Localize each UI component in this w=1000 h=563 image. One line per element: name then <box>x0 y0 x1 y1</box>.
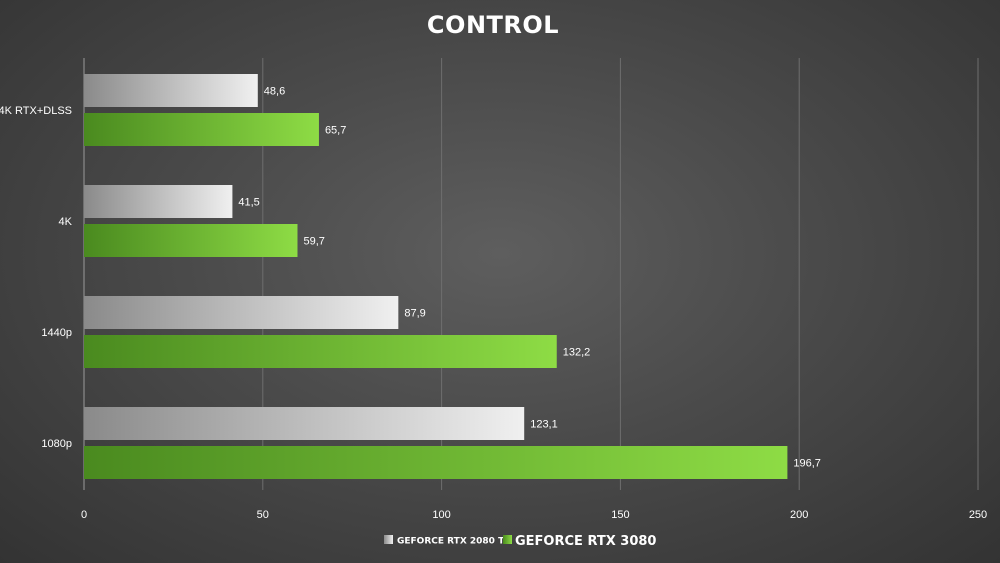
category-label: 1080p <box>41 438 72 450</box>
legend: GEFORCE RTX 2080 TI GEFORCE RTX 3080 <box>384 534 656 549</box>
data-label: 87,9 <box>404 308 425 320</box>
bar-rtx-3080 <box>84 224 298 257</box>
bar-rtx-2080-ti <box>84 74 258 107</box>
labels: 0 50 100 150 200 250 4K RTX+DLSS 48,6 65,7 4K 41,5… <box>0 86 987 522</box>
category-label: 4K RTX+DLSS <box>0 105 72 117</box>
bar-rtx-3080 <box>84 113 319 146</box>
bar-rtx-2080-ti <box>84 407 525 440</box>
x-tick-label: 250 <box>969 509 987 521</box>
bar-rtx-3080 <box>84 335 557 368</box>
category-label: 1440p <box>41 327 72 339</box>
x-tick-label: 200 <box>790 509 808 521</box>
chart-title: CONTROL <box>427 11 559 39</box>
category-label: 4K <box>59 216 73 228</box>
legend-label-rtx-2080-ti: GEFORCE RTX 2080 TI <box>397 537 508 547</box>
data-label: 132,2 <box>563 347 591 359</box>
legend-label-rtx-3080: GEFORCE RTX 3080 <box>515 534 656 549</box>
legend-swatch-rtx-2080-ti <box>384 535 393 544</box>
data-label: 65,7 <box>325 125 346 137</box>
x-tick-label: 0 <box>81 509 87 521</box>
bars <box>84 74 788 479</box>
bar-rtx-2080-ti <box>84 296 399 329</box>
data-label: 196,7 <box>793 458 821 470</box>
data-label: 48,6 <box>264 86 285 98</box>
bar-rtx-2080-ti <box>84 185 233 218</box>
x-tick-label: 100 <box>432 509 450 521</box>
bar-rtx-3080 <box>84 446 788 479</box>
data-label: 123,1 <box>530 419 558 431</box>
data-label: 59,7 <box>303 236 324 248</box>
legend-swatch-rtx-3080 <box>503 535 512 544</box>
x-tick-label: 50 <box>257 509 269 521</box>
x-tick-label: 150 <box>611 509 629 521</box>
data-label: 41,5 <box>238 197 259 209</box>
